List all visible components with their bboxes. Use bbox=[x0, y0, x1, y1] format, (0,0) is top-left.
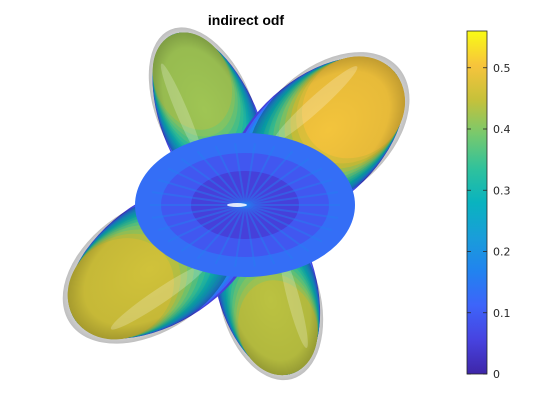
center-streak bbox=[244, 204, 333, 232]
center-streak bbox=[180, 158, 246, 206]
center-streak bbox=[196, 204, 246, 260]
center-streak bbox=[244, 158, 310, 206]
colorbar: 0 0.1 0.2 0.3 0.4 0.5 bbox=[466, 30, 511, 381]
center-streak bbox=[180, 204, 246, 252]
lobe-highlight bbox=[110, 264, 207, 330]
lobe-highlight bbox=[160, 63, 203, 159]
colorbar-ticks: 0 0.1 0.2 0.3 0.4 0.5 bbox=[467, 62, 511, 381]
center-streak bbox=[244, 204, 339, 219]
center-streak bbox=[244, 150, 294, 206]
center-specular bbox=[227, 203, 247, 207]
center-streak bbox=[234, 143, 246, 206]
center-streak bbox=[244, 191, 339, 206]
colorbar-tick-label: 0.1 bbox=[493, 307, 511, 320]
odf-surface bbox=[62, 27, 410, 381]
center-streak bbox=[157, 178, 246, 206]
center-streak bbox=[244, 143, 256, 206]
center-streak bbox=[157, 204, 246, 232]
colorbar-gradient bbox=[466, 30, 488, 375]
chart-title: indirect odf bbox=[208, 12, 285, 28]
lobe-highlight bbox=[273, 66, 358, 142]
center-streak bbox=[244, 145, 276, 206]
center-streak bbox=[234, 204, 246, 267]
center-streak bbox=[244, 204, 276, 265]
colorbar-tick-label: 0.4 bbox=[493, 123, 511, 136]
center-streak bbox=[167, 204, 246, 243]
center-streak bbox=[167, 167, 246, 206]
center-streak bbox=[214, 145, 246, 206]
center-streak bbox=[151, 191, 246, 206]
center-streak bbox=[244, 204, 310, 252]
colorbar-tick-label: 0.3 bbox=[493, 184, 511, 197]
center-streak bbox=[244, 167, 323, 206]
center-streak bbox=[214, 204, 246, 265]
colorbar-tick-label: 0.5 bbox=[493, 62, 511, 75]
center-streak bbox=[244, 204, 294, 260]
center-streak bbox=[244, 178, 333, 206]
center-streak bbox=[151, 204, 246, 219]
center-streak bbox=[244, 204, 256, 267]
colorbar-tick-label: 0.2 bbox=[493, 246, 511, 259]
lobe-highlight bbox=[279, 253, 308, 348]
center-streak bbox=[196, 150, 246, 206]
colorbar-tick-label: 0 bbox=[493, 368, 500, 381]
center-streak bbox=[244, 204, 323, 243]
